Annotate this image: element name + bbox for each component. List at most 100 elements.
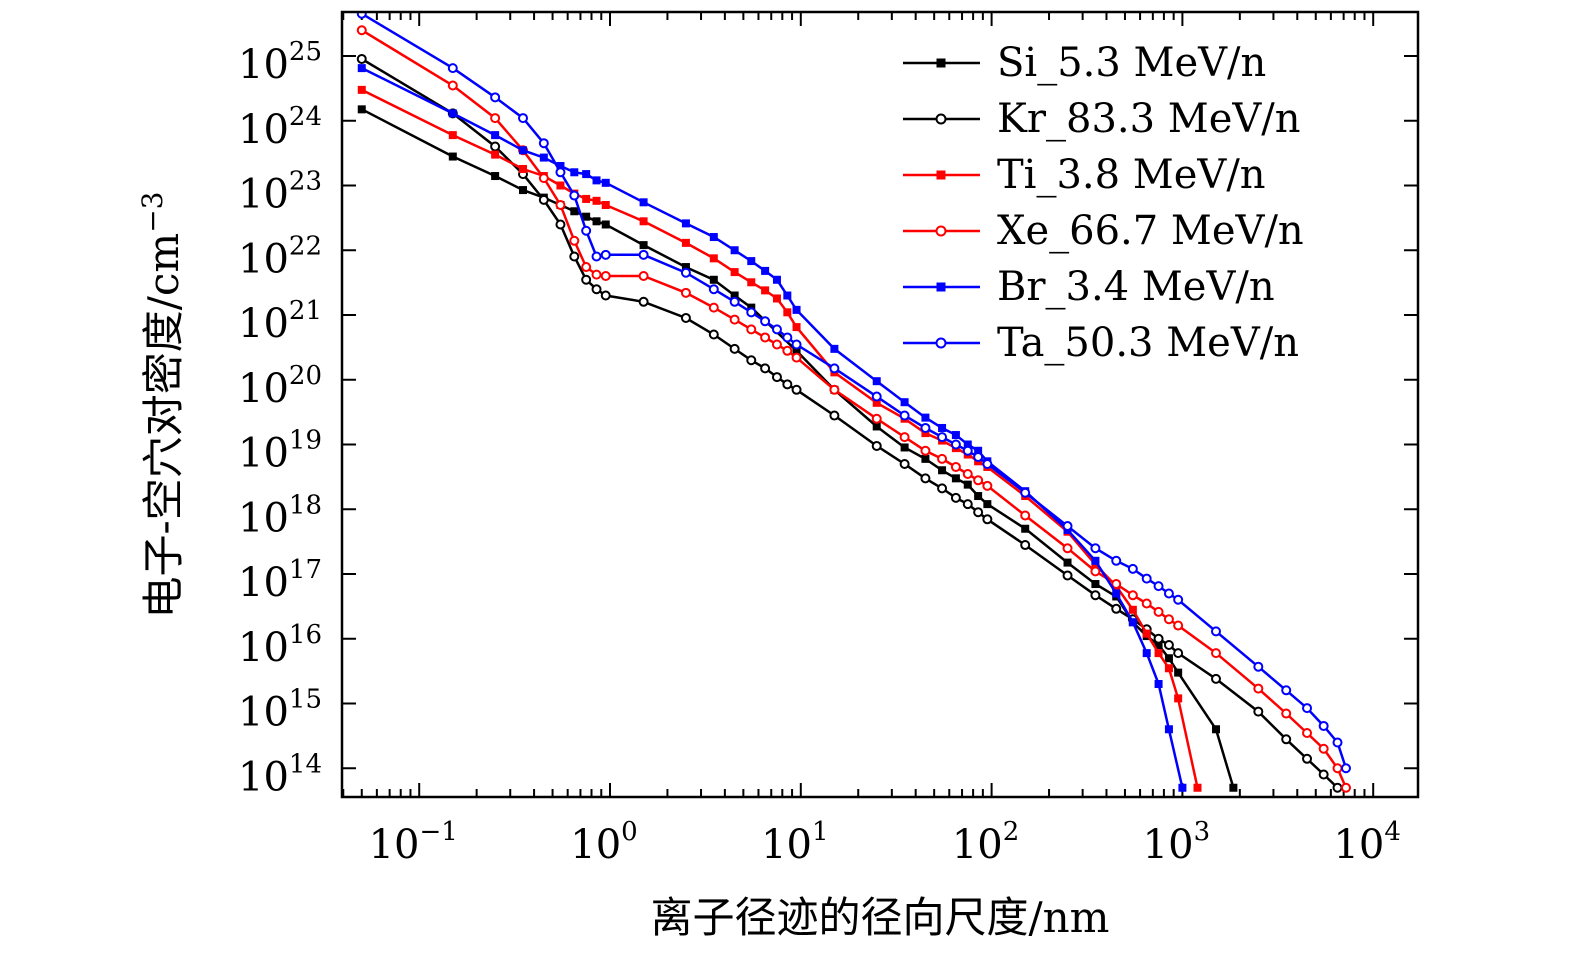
data-point (829, 363, 840, 374)
data-point (950, 439, 961, 450)
data-point (936, 170, 946, 180)
data-point (936, 58, 946, 68)
data-point (951, 474, 960, 483)
data-point (920, 422, 931, 433)
x-tick-label: 101 (761, 817, 828, 868)
data-point (1153, 581, 1164, 592)
data-point (772, 275, 781, 284)
data-point (539, 153, 548, 162)
data-point (1141, 573, 1152, 584)
data-point (1091, 556, 1100, 565)
y-axis-title: 电子-空穴对密度/cm (139, 233, 188, 619)
data-point (1332, 737, 1343, 748)
data-point (680, 312, 691, 323)
series-br (357, 64, 1187, 792)
data-point (591, 251, 602, 262)
data-point (746, 307, 757, 318)
y-tick-label-exponent: 25 (289, 37, 322, 67)
x-tick-label-base: 10 (761, 822, 812, 868)
data-point (1332, 782, 1343, 793)
data-point (747, 257, 756, 266)
data-point (951, 431, 960, 440)
data-point (1173, 620, 1184, 631)
y-tick-label: 1017 (238, 555, 322, 606)
data-point (680, 267, 691, 278)
data-point (871, 391, 882, 402)
data-point (1090, 543, 1101, 554)
x-tick-label-base: 10 (1143, 822, 1194, 868)
data-point (1163, 614, 1174, 625)
data-point (771, 324, 782, 335)
data-point (592, 217, 601, 226)
data-point (1253, 683, 1264, 694)
data-point (1090, 566, 1101, 577)
data-point (1210, 648, 1221, 659)
data-point (681, 219, 690, 228)
data-point (569, 235, 580, 246)
data-point (1128, 605, 1137, 614)
data-point (1210, 673, 1221, 684)
legend-label: Br_3.4 MeV/n (997, 264, 1275, 310)
data-point (792, 323, 801, 332)
data-point (1229, 783, 1238, 792)
data-point (1302, 728, 1313, 739)
data-point (792, 346, 801, 355)
data-point (1091, 580, 1100, 589)
data-point (1340, 782, 1351, 793)
data-point (582, 212, 591, 221)
data-point (1178, 783, 1187, 792)
data-point (601, 178, 610, 187)
data-point (491, 172, 500, 181)
data-point (1062, 543, 1073, 554)
data-point (1127, 563, 1138, 574)
data-point (357, 105, 366, 114)
data-point (829, 384, 840, 395)
data-point (1154, 641, 1163, 650)
data-point (1164, 654, 1173, 663)
data-point (491, 131, 500, 140)
data-point (782, 379, 793, 390)
data-point (638, 271, 649, 282)
data-point (983, 500, 992, 509)
data-point (356, 53, 367, 64)
data-point (871, 413, 882, 424)
data-point (569, 251, 580, 262)
x-tick-label: 10−1 (369, 817, 458, 868)
legend-item: Xe_66.7 MeV/n (903, 208, 1304, 254)
y-axis-unit-exponent: −3 (136, 192, 169, 233)
data-point (1127, 590, 1138, 601)
y-tick-label-exponent: 21 (289, 296, 322, 326)
data-point (872, 422, 881, 431)
data-point (938, 466, 947, 475)
data-point (709, 275, 718, 284)
data-point (448, 131, 457, 140)
data-point (1062, 521, 1073, 532)
y-tick-label-base: 10 (238, 690, 289, 736)
y-tick-label-base: 10 (238, 366, 289, 412)
data-point (730, 268, 739, 277)
data-point (681, 263, 690, 272)
y-tick-label-base: 10 (238, 431, 289, 477)
data-point (782, 332, 793, 343)
data-point (791, 352, 802, 363)
x-tick-label-exponent: 3 (1194, 817, 1211, 847)
data-point (963, 440, 972, 449)
data-point (1111, 555, 1122, 566)
data-point (1211, 725, 1220, 734)
x-tick-label-base: 10 (952, 822, 1003, 868)
legend-label: Kr_83.3 MeV/n (997, 96, 1301, 142)
x-tick-label-base: 10 (570, 822, 621, 868)
data-point (570, 168, 579, 177)
legend: Si_5.3 MeV/n Kr_83.3 MeV/n Ti_3.8 MeV/n Xe_… (903, 40, 1304, 366)
data-point (746, 324, 757, 335)
data-point (730, 291, 739, 300)
data-point (950, 461, 961, 472)
y-tick-label: 1023 (238, 167, 322, 218)
data-point (937, 483, 948, 494)
legend-label: Si_5.3 MeV/n (997, 40, 1266, 86)
y-tick-label: 1014 (238, 749, 322, 800)
data-point (519, 186, 528, 195)
data-point (1163, 588, 1174, 599)
data-point (1302, 753, 1313, 764)
data-point (1281, 734, 1292, 745)
